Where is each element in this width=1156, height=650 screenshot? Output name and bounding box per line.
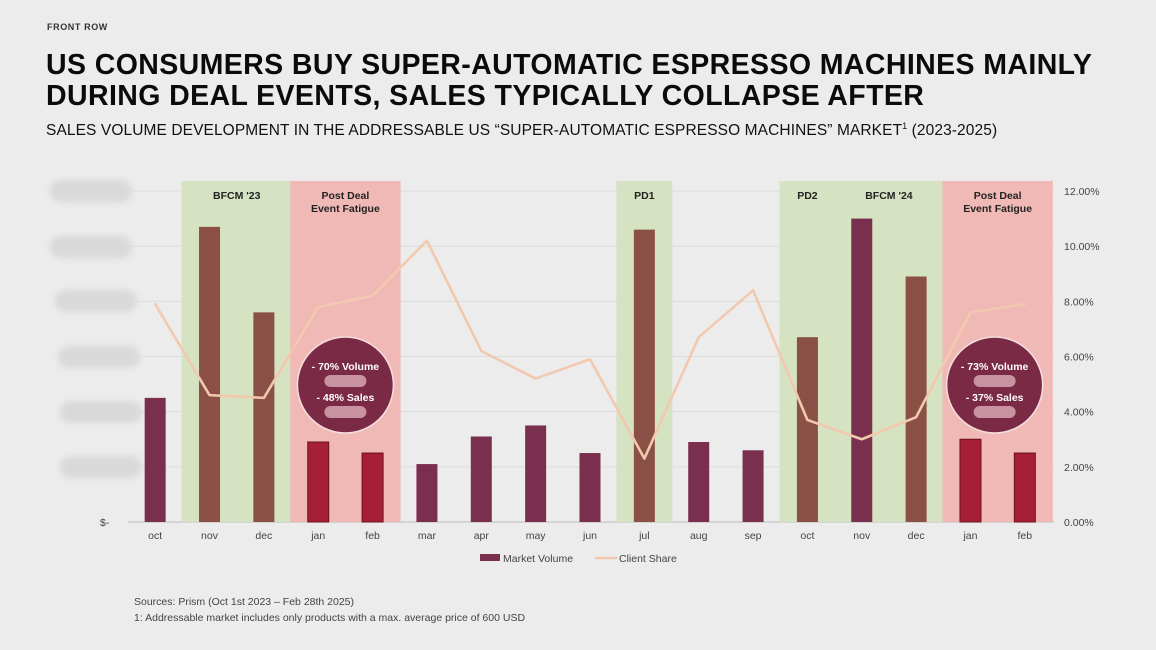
volume-bar [688,442,710,522]
right-axis-tick-label: 0.00% [1064,517,1094,529]
x-tick-label: feb [365,530,380,542]
legend-label-share: Client Share [619,553,677,565]
right-axis-tick-label: 10.00% [1064,241,1100,253]
subtitle-years: (2023-2025) [907,122,998,140]
x-tick-label: apr [474,530,490,542]
subtitle-footnote-mark: 1 [902,121,908,131]
volume-bar [470,436,492,522]
volume-bar [525,425,547,522]
annotation-text: - 70% Volume [312,361,380,373]
volume-bar [579,453,601,522]
redacted-value [324,406,367,418]
redacted-axis-label [50,180,132,202]
redacted-value [973,406,1016,418]
footnote: 1: Addressable market includes only prod… [134,612,526,624]
x-tick-label: mar [418,530,437,542]
x-tick-label: feb [1018,530,1033,542]
page-title: US CONSUMERS BUY SUPER-AUTOMATIC ESPRESS… [46,49,1092,112]
volume-bar [796,337,818,522]
event-band [181,181,292,522]
volume-bar [361,452,384,523]
volume-bar [905,276,927,522]
x-tick-label: jul [638,530,650,542]
annotation-text: - 48% Sales [317,392,375,404]
band-label: PD2 [797,190,818,202]
right-axis-tick-label: 2.00% [1064,462,1094,474]
x-tick-label: jun [582,530,597,542]
x-tick-label: aug [690,530,708,542]
subtitle-text: SALES VOLUME DEVELOPMENT IN THE ADDRESSA… [46,122,903,140]
brand-label: FRONT ROW [47,22,108,32]
x-tick-label: nov [853,530,871,542]
band-label: PD1 [634,190,655,202]
volume-bar [742,450,764,522]
volume-bar [307,441,330,523]
right-axis-tick-label: 4.00% [1064,407,1094,419]
annotation-text: - 37% Sales [966,392,1024,404]
x-tick-label: jan [310,530,325,542]
redacted-axis-label [50,236,132,258]
legend-label-volume: Market Volume [503,553,573,565]
x-tick-label: oct [148,530,162,542]
band-label: Event Fatigue [311,203,380,215]
x-tick-label: sep [745,530,762,542]
legend-swatch-volume [480,554,500,561]
right-axis-tick-label: 8.00% [1064,296,1094,308]
volume-bar [416,464,438,522]
x-tick-label: oct [800,530,814,542]
volume-bar [851,218,873,523]
band-label: BFCM '23 [213,190,261,202]
sources-note: Sources: Prism (Oct 1st 2023 – Feb 28th … [134,596,355,608]
band-label: Event Fatigue [963,203,1032,215]
right-axis-tick-label: 12.00% [1064,186,1100,198]
redacted-axis-label [60,456,142,478]
x-tick-label: jan [962,530,977,542]
volume-bar [959,438,982,523]
redacted-value [324,375,367,387]
band-label: Post Deal [321,190,369,202]
x-tick-label: nov [201,530,219,542]
redacted-value [973,375,1016,387]
volume-bar [253,312,275,522]
page-subtitle: SALES VOLUME DEVELOPMENT IN THE ADDRESSA… [46,121,997,140]
volume-bar [633,229,655,522]
volume-bar [1013,452,1036,523]
redacted-axis-label [58,346,140,368]
client-share-line [153,239,1027,460]
left-axis-zero-label: $- [100,517,110,529]
redacted-axis-label [60,401,142,423]
band-label: BFCM '24 [865,190,913,202]
x-tick-label: may [526,530,547,542]
x-tick-label: dec [255,530,272,542]
volume-bar [144,397,166,522]
redacted-axis-label [55,290,137,312]
right-axis-tick-label: 6.00% [1064,352,1094,364]
annotation-text: - 73% Volume [961,361,1029,373]
band-label: Post Deal [974,190,1022,202]
event-band [833,181,945,522]
volume-bar [199,226,221,522]
x-tick-label: dec [908,530,925,542]
